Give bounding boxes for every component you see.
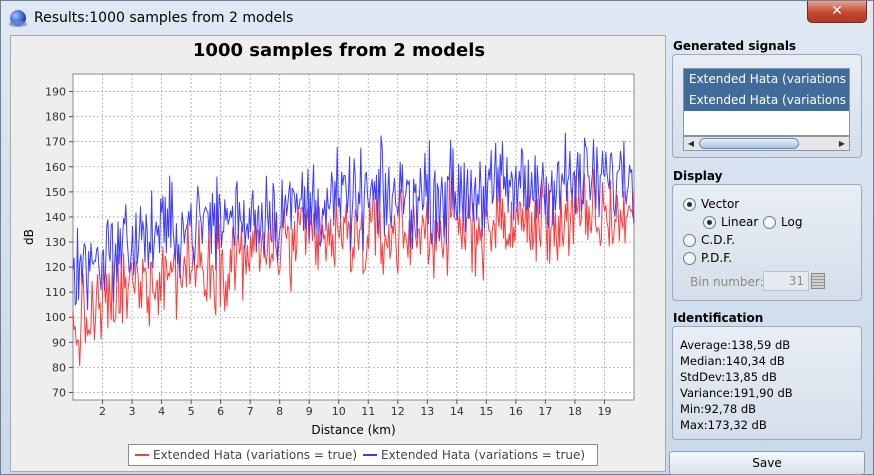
vector-radio-option[interactable]: Vector xyxy=(683,197,739,211)
app-globe-icon xyxy=(9,10,27,27)
y-tick-label: 150 xyxy=(45,186,66,199)
log-radio-icon[interactable] xyxy=(763,215,776,229)
legend-swatch-red xyxy=(135,454,149,456)
cdf-radio-label: C.D.F. xyxy=(701,233,736,247)
x-tick-label: 12 xyxy=(391,405,405,418)
vector-radio-label: Vector xyxy=(701,197,740,211)
scrollbar-thumb[interactable] xyxy=(699,138,799,149)
x-tick-label: 17 xyxy=(538,405,552,418)
x-tick-label: 10 xyxy=(332,405,346,418)
cdf-radio-icon[interactable] xyxy=(683,233,696,247)
x-tick-label: 19 xyxy=(597,405,611,418)
y-tick-label: 100 xyxy=(45,311,66,324)
legend-label-blue: Extended Hata (variations = true) xyxy=(381,448,586,462)
x-tick-label: 2 xyxy=(99,405,106,418)
linear-radio-option[interactable]: Linear xyxy=(703,215,758,229)
pdf-radio-option[interactable]: P.D.F. xyxy=(683,251,732,265)
plot-area xyxy=(72,73,635,401)
x-tick-label: 3 xyxy=(129,405,136,418)
legend-item-blue: Extended Hata (variations = true) xyxy=(363,448,585,462)
vector-radio-icon[interactable] xyxy=(683,197,696,211)
series-line-blue xyxy=(72,132,635,311)
y-tick-label: 190 xyxy=(45,86,66,99)
y-tick-label: 90 xyxy=(52,336,66,349)
x-tick-label: 18 xyxy=(568,405,582,418)
close-button[interactable]: ✕ xyxy=(807,1,867,23)
y-tick-label: 140 xyxy=(45,211,66,224)
stat-stddev: StdDev:13,85 dB xyxy=(680,370,777,384)
window-title: Results:1000 samples from 2 models xyxy=(34,10,294,26)
log-radio-label: Log xyxy=(781,215,803,229)
stat-median: Median:140,34 dB xyxy=(680,354,785,368)
x-tick-label: 16 xyxy=(509,405,523,418)
bin-number-label: Bin number: xyxy=(690,275,764,289)
x-tick-label: 6 xyxy=(217,405,224,418)
stat-variance: Variance:191,90 dB xyxy=(680,386,793,400)
title-bar: Results:1000 samples from 2 models ✕ xyxy=(1,1,873,35)
x-tick-label: 11 xyxy=(361,405,375,418)
y-tick-label: 110 xyxy=(45,286,66,299)
x-tick-label: 5 xyxy=(188,405,195,418)
series-line-red xyxy=(72,169,635,367)
signal-list-item[interactable]: Extended Hata (variations = true) xyxy=(684,69,849,90)
pdf-radio-label: P.D.F. xyxy=(701,251,733,265)
x-tick-label: 9 xyxy=(306,405,313,418)
y-tick-label: 80 xyxy=(52,361,66,374)
cdf-radio-option[interactable]: C.D.F. xyxy=(683,233,735,247)
y-tick-label: 70 xyxy=(52,386,66,399)
signal-list-item[interactable]: Extended Hata (variations = true) xyxy=(684,90,849,111)
y-axis-label: dB xyxy=(22,229,36,245)
pdf-radio-icon[interactable] xyxy=(683,251,696,265)
x-tick-label: 7 xyxy=(247,405,254,418)
stat-max: Max:173,32 dB xyxy=(680,418,767,432)
legend-item-red: Extended Hata (variations = true) xyxy=(135,448,357,462)
y-tick-label: 170 xyxy=(45,136,66,149)
scroll-right-arrow-icon[interactable]: ▶ xyxy=(838,139,846,148)
save-button[interactable]: Save xyxy=(669,451,865,475)
linear-radio-label: Linear xyxy=(721,215,759,229)
identification-group-title: Identification xyxy=(673,311,764,325)
x-tick-label: 14 xyxy=(450,405,464,418)
linear-radio-icon[interactable] xyxy=(703,215,716,229)
stat-min: Min:92,78 dB xyxy=(680,402,757,416)
legend-swatch-blue xyxy=(363,454,378,456)
identification-group-box xyxy=(672,326,862,440)
x-tick-label: 8 xyxy=(276,405,283,418)
scroll-left-arrow-icon[interactable]: ◀ xyxy=(687,139,695,148)
y-tick-label: 160 xyxy=(45,161,66,174)
calculator-icon[interactable] xyxy=(811,273,825,289)
stat-average: Average:138,59 dB xyxy=(680,338,791,352)
signals-horizontal-scrollbar[interactable]: ◀ ▶ xyxy=(683,136,850,151)
chart-title: 1000 samples from 2 models xyxy=(192,40,486,61)
x-tick-label: 4 xyxy=(158,405,165,418)
signals-group-title: Generated signals xyxy=(673,39,797,53)
chart-panel: 1000 samples from 2 models 2 3 4 5 6 7 8 9 10 11 1… xyxy=(10,35,666,472)
signals-list[interactable]: Extended Hata (variations = true) Extend… xyxy=(683,68,850,136)
y-tick-label: 130 xyxy=(45,236,66,249)
line-chart: 2 3 4 5 6 7 8 9 10 11 12 13 14 15 16 17 18 19 70 80 90 100 110… xyxy=(22,73,635,437)
y-tick-label: 120 xyxy=(45,261,66,274)
bin-number-field[interactable]: 31 xyxy=(763,271,809,291)
x-tick-label: 13 xyxy=(420,405,434,418)
x-tick-label: 15 xyxy=(479,405,493,418)
y-tick-label: 180 xyxy=(45,111,66,124)
legend-label-red: Extended Hata (variations = true) xyxy=(153,448,358,462)
x-axis-label: Distance (km) xyxy=(311,423,395,437)
chart-legend: Extended Hata (variations = true) Extend… xyxy=(128,444,599,466)
log-radio-option[interactable]: Log xyxy=(763,215,802,229)
display-group-title: Display xyxy=(673,169,723,183)
